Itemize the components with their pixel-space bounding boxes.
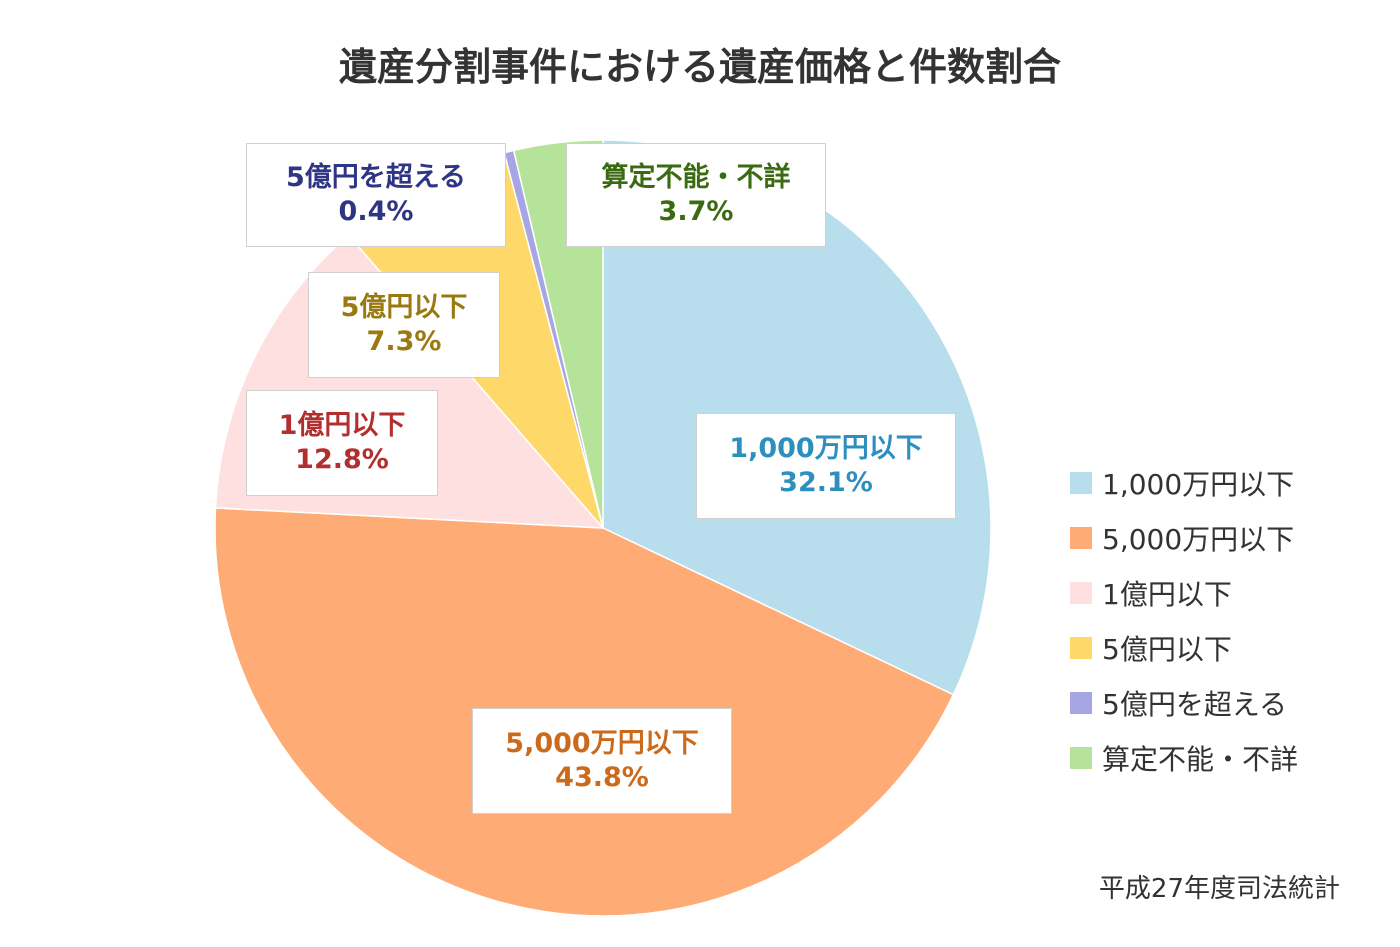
legend-label: 5億円以下 (1102, 632, 1232, 666)
chart-title: 遺産分割事件における遺産価格と件数割合 (338, 45, 1061, 89)
data-label-name: 5,000万円以下 (505, 728, 699, 759)
data-label-name: 5億円以下 (340, 292, 468, 323)
data-label-value: 7.3% (366, 326, 442, 357)
legend-swatch (1070, 581, 1092, 604)
data-label-le-5000man: 5,000万円以下 43.8% (472, 708, 732, 814)
legend-item-undeterminable: 算定不能・不詳 (1070, 730, 1298, 785)
legend-item-over-5oku: 5億円を超える (1070, 675, 1298, 730)
legend: 1,000万円以下 5,000万円以下 1億円以下 5億円以下 5億円を超える 算定不能・… (1070, 455, 1298, 785)
legend-swatch (1070, 526, 1092, 549)
legend-swatch (1070, 636, 1092, 659)
data-label-le-1000man: 1,000万円以下 32.1% (696, 413, 956, 519)
data-label-name: 5億円を超える (286, 162, 466, 193)
legend-item-le-5oku: 5億円以下 (1070, 620, 1298, 675)
data-label-value: 12.8% (295, 444, 389, 475)
data-label-name: 1,000万円以下 (729, 433, 923, 464)
legend-swatch (1070, 746, 1092, 769)
legend-item-le-5000man: 5,000万円以下 (1070, 510, 1298, 565)
legend-label: 1億円以下 (1102, 577, 1232, 611)
data-label-over-5oku: 5億円を超える 0.4% (246, 143, 506, 247)
data-label-name: 算定不能・不詳 (601, 162, 791, 193)
data-label-value: 3.7% (658, 196, 734, 227)
data-label-le-1oku: 1億円以下 12.8% (246, 390, 438, 496)
data-label-value: 43.8% (555, 762, 649, 793)
legend-label: 5億円を超える (1102, 687, 1287, 721)
source-note: 平成27年度司法統計 (1098, 874, 1340, 904)
data-label-value: 0.4% (338, 196, 414, 227)
legend-item-le-1000man: 1,000万円以下 (1070, 455, 1298, 510)
data-label-le-5oku: 5億円以下 7.3% (308, 272, 500, 378)
data-label-name: 1億円以下 (278, 410, 406, 441)
legend-swatch (1070, 471, 1092, 494)
legend-label: 算定不能・不詳 (1102, 742, 1299, 776)
legend-swatch (1070, 691, 1092, 714)
data-label-undeterminable: 算定不能・不詳 3.7% (566, 143, 826, 247)
data-label-value: 32.1% (779, 467, 873, 498)
legend-label: 5,000万円以下 (1102, 522, 1295, 556)
legend-item-le-1oku: 1億円以下 (1070, 565, 1298, 620)
legend-label: 1,000万円以下 (1102, 467, 1295, 501)
